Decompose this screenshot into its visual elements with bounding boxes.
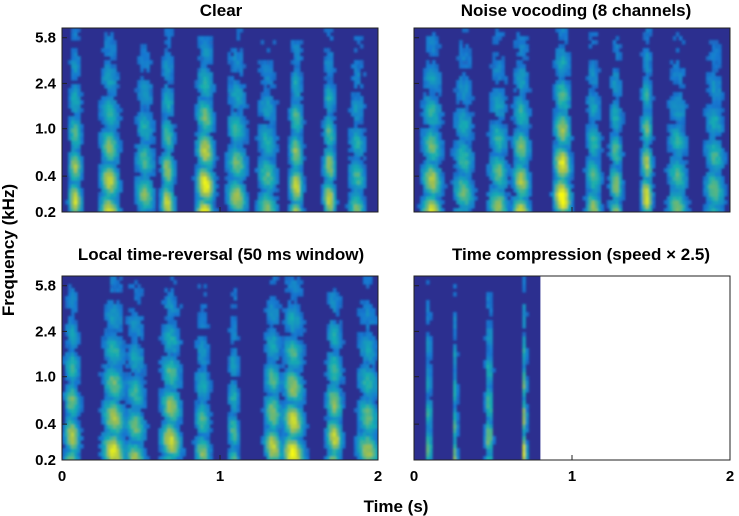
y-axis-label: Frequency (kHz) <box>0 184 18 316</box>
spectrogram-panel-local-time-reversal: 0.2 0.4 1.0 2.4 5.8 0 1 2 <box>35 275 382 485</box>
x-tick-label: 1 <box>216 468 224 485</box>
y-tick-label: 0.4 <box>35 168 57 185</box>
spectrogram-panel-time-compression: 0 1 2 <box>410 275 734 485</box>
panel-title-time-compression: Time compression (speed × 2.5) <box>452 245 710 264</box>
panel-title-local-time-reversal: Local time-reversal (50 ms window) <box>78 245 364 264</box>
spectrogram-background <box>414 276 541 460</box>
panel-title-noise-vocoding: Noise vocoding (8 channels) <box>461 1 692 20</box>
spectrogram-energy <box>62 276 378 460</box>
spectrogram-panel-clear: 0.2 0.4 1.0 2.4 5.8 <box>35 27 379 221</box>
y-tick-label: 2.4 <box>35 75 57 92</box>
y-tick-label: 2.4 <box>35 323 57 340</box>
y-tick-label: 0.4 <box>35 416 57 433</box>
spectrogram-panel-noise-vocoding <box>413 27 731 213</box>
y-tick-label: 5.8 <box>35 30 56 47</box>
y-tick-label: 0.2 <box>35 452 56 469</box>
x-tick-label: 2 <box>374 468 382 485</box>
spectrogram-energy <box>417 28 728 212</box>
y-tick-label: 1.0 <box>35 121 56 138</box>
y-tick-label: 5.8 <box>35 278 56 295</box>
x-tick-label: 2 <box>726 468 734 485</box>
x-axis-label: Time (s) <box>364 497 429 516</box>
spectrogram-energy <box>65 28 367 212</box>
x-tick-label: 0 <box>410 468 418 485</box>
panel-title-clear: Clear <box>200 1 243 20</box>
y-tick-label: 0.2 <box>35 204 56 221</box>
x-tick-label: 1 <box>568 468 576 485</box>
y-tick-label: 1.0 <box>35 369 56 386</box>
spectrogram-energy <box>426 276 529 460</box>
x-tick-label: 0 <box>58 468 66 485</box>
